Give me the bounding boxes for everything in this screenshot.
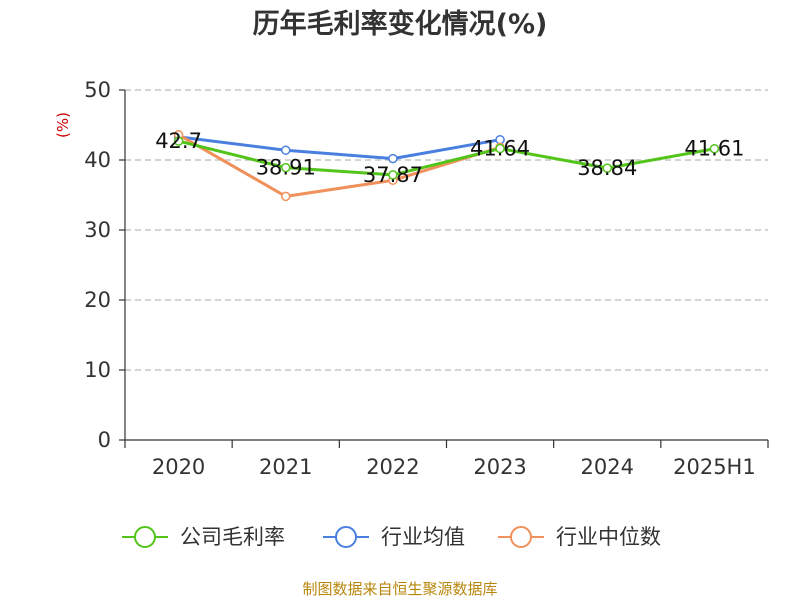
legend-marker — [335, 526, 357, 548]
series-line — [178, 135, 501, 161]
y-tick-label: 20 — [84, 288, 111, 312]
legend-item[interactable]: 行业均值 — [323, 525, 465, 549]
x-tick-label: 2025H1 — [673, 455, 756, 479]
x-tick-label: 2020 — [152, 455, 205, 479]
x-tick-label: 2024 — [581, 455, 634, 479]
data-point — [281, 145, 291, 155]
y-tick-label: 50 — [84, 78, 111, 102]
legend-marker — [510, 526, 532, 548]
y-tick-label: 40 — [84, 148, 111, 172]
data-point — [602, 163, 612, 173]
x-tick-label: 2022 — [366, 455, 419, 479]
data-point — [709, 143, 720, 154]
legend-marker — [134, 526, 156, 548]
data-label: 38.91 — [256, 156, 316, 180]
data-label: 37.87 — [363, 163, 423, 187]
legend-label: 行业均值 — [381, 525, 465, 549]
legend-label: 公司毛利率 — [180, 525, 285, 549]
data-point — [495, 143, 505, 154]
series — [173, 130, 720, 202]
axes: 0 10 20 30 40 50 2020 2021 2022 2023 2024 2025H1 — [84, 78, 769, 479]
x-tick-label: 2021 — [259, 455, 312, 479]
data-labels: 42.7 38.91 37.87 41.64 38.84 41.61 — [155, 129, 744, 187]
legend-item[interactable]: 公司毛利率 — [122, 525, 285, 549]
data-label: 42.7 — [155, 129, 202, 153]
y-tick-label: 0 — [98, 428, 111, 452]
data-point — [388, 170, 398, 180]
y-tick-label: 30 — [84, 218, 111, 242]
data-point — [281, 162, 291, 173]
data-point — [388, 153, 398, 164]
data-point — [173, 136, 184, 146]
legend-label: 行业中位数 — [556, 525, 661, 549]
series-line — [178, 139, 715, 177]
series-line — [177, 133, 501, 198]
data-label: 41.61 — [684, 137, 744, 161]
legend[interactable]: 公司毛利率 行业均值 行业中位数 — [122, 525, 661, 549]
legend-item[interactable]: 行业中位数 — [498, 525, 661, 549]
source-note: 制图数据来自恒生聚源数据库 — [302, 580, 497, 598]
grid — [125, 89, 768, 371]
data-label: 38.84 — [577, 156, 637, 180]
y-tick-label: 10 — [84, 358, 111, 382]
x-tick-label: 2023 — [473, 455, 526, 479]
data-label: 41.64 — [470, 137, 530, 161]
data-point — [281, 191, 291, 202]
y-axis-unit: (%) — [54, 112, 72, 138]
chart-title: 历年毛利率变化情况(%) — [253, 8, 548, 40]
